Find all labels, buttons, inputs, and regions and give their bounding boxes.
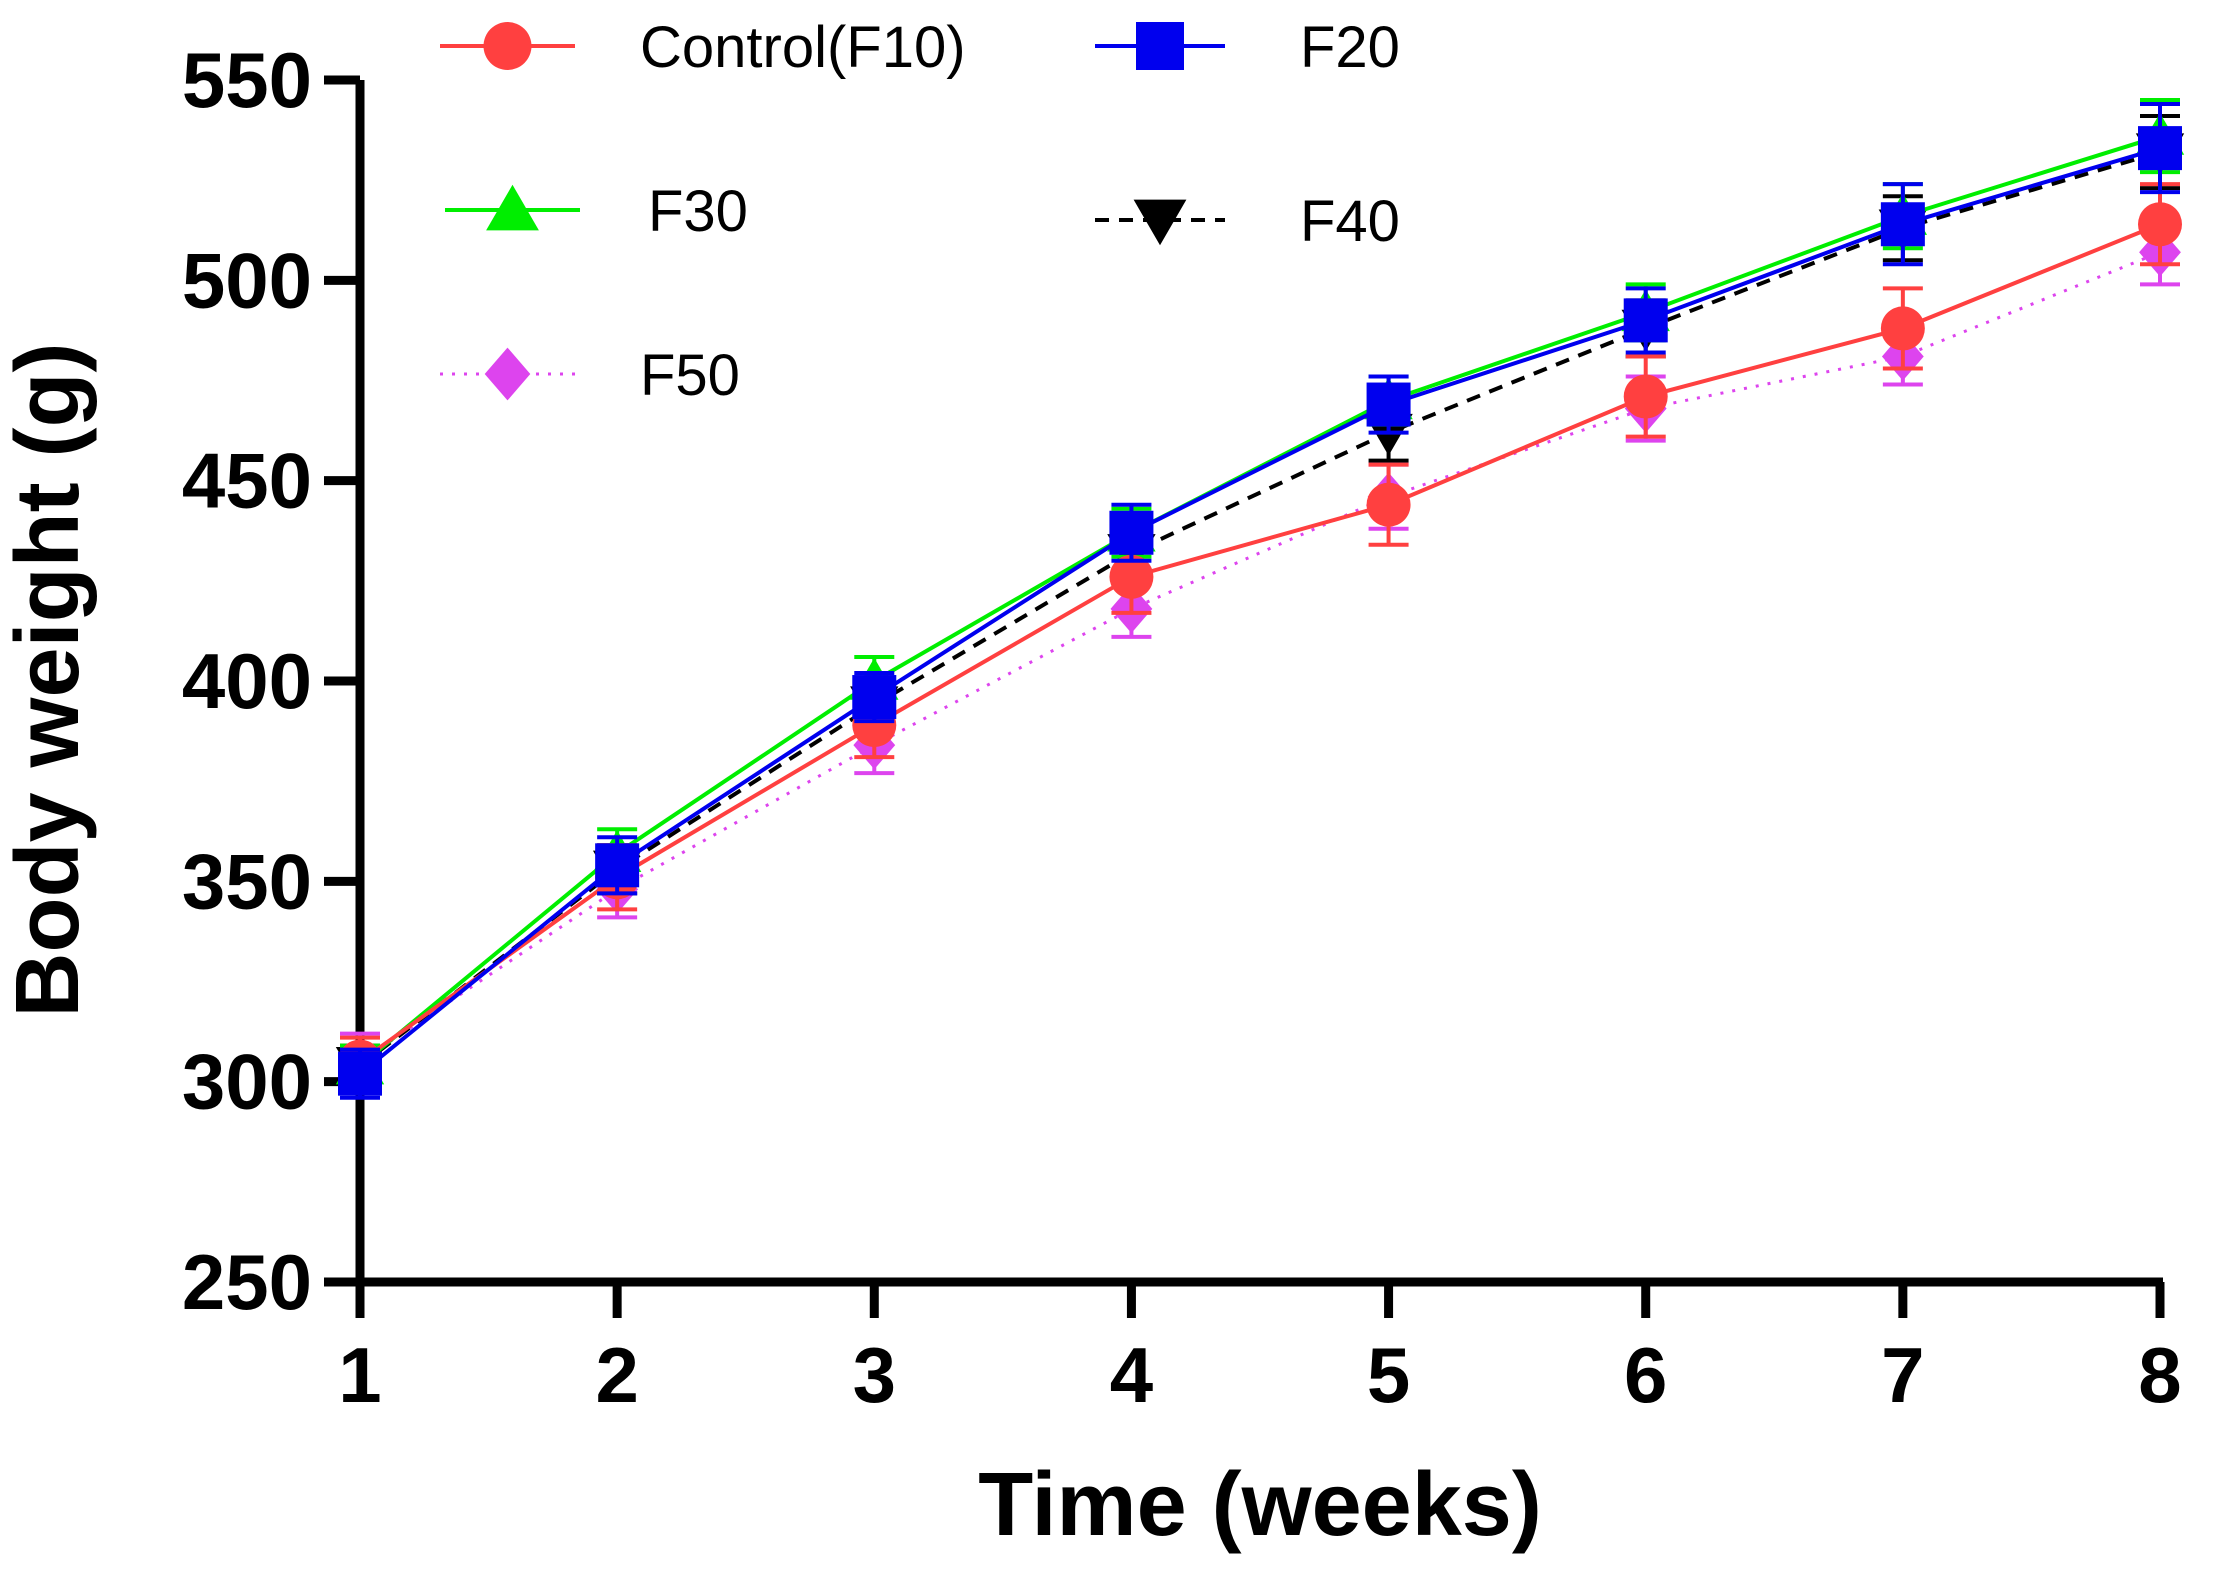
y-tick-label: 500 xyxy=(182,236,312,324)
series-group xyxy=(335,98,2185,1100)
y-tick-label: 300 xyxy=(182,1038,312,1126)
data-point xyxy=(1366,382,1411,427)
data-point xyxy=(1623,298,1668,343)
data-point xyxy=(1623,374,1668,419)
x-ticks: 1 2 3 4 5 6 7 8 xyxy=(338,1282,2182,1419)
y-tick-label: 350 xyxy=(182,837,312,925)
legend-item-f20: F20 xyxy=(1095,15,1400,80)
legend-marker xyxy=(486,184,539,231)
data-point xyxy=(2138,126,2182,171)
y-axis-title: Body weight (g) xyxy=(0,343,98,1018)
legend-marker xyxy=(483,22,532,70)
data-point xyxy=(1880,306,1925,351)
x-tick-label: 3 xyxy=(853,1331,896,1419)
legend-item-f50: F50 xyxy=(440,343,740,408)
legend-marker xyxy=(1136,22,1184,70)
y-tick-label: 450 xyxy=(182,437,312,525)
series-line xyxy=(358,134,2161,1068)
legend-marker xyxy=(1133,199,1187,246)
x-axis-title: Time (weeks) xyxy=(978,1455,1542,1555)
series-line xyxy=(358,146,2161,1076)
series-f20 xyxy=(338,102,2182,1100)
data-point xyxy=(1880,202,1925,247)
series-control-f10 xyxy=(338,182,2182,1088)
y-tick-label: 550 xyxy=(182,36,312,124)
legend-label: Control(F10) xyxy=(640,15,966,80)
legend-label: F30 xyxy=(648,179,748,244)
legend-item-control-f10: Control(F10) xyxy=(440,15,966,80)
legend-item-f40: F40 xyxy=(1095,189,1400,254)
data-point xyxy=(1109,510,1154,555)
series-f30 xyxy=(335,98,2185,1088)
data-point xyxy=(1109,554,1154,599)
x-tick-label: 4 xyxy=(1110,1331,1153,1419)
legend-marker xyxy=(484,347,531,401)
y-tick-label: 400 xyxy=(182,637,312,725)
series-line xyxy=(358,150,2161,1068)
data-point xyxy=(1366,482,1411,527)
y-tick-label: 250 xyxy=(182,1238,312,1326)
series-line xyxy=(358,222,2161,1064)
data-point xyxy=(852,675,897,720)
x-tick-label: 7 xyxy=(1881,1331,1924,1419)
x-tick-label: 6 xyxy=(1624,1331,1667,1419)
series-line xyxy=(359,250,2161,1063)
x-tick-label: 8 xyxy=(2138,1331,2181,1419)
series-f40 xyxy=(335,114,2185,1089)
x-tick-label: 2 xyxy=(595,1331,638,1419)
data-point xyxy=(595,843,640,888)
x-tick-label: 5 xyxy=(1367,1331,1410,1419)
legend-label: F50 xyxy=(640,343,740,408)
legend-label: F20 xyxy=(1300,15,1400,80)
data-point xyxy=(2138,202,2182,247)
legend: Control(F10) F20 F30 F40 F50 xyxy=(440,15,1400,408)
legend-item-f30: F30 xyxy=(445,179,748,244)
legend-label: F40 xyxy=(1300,189,1400,254)
x-tick-label: 1 xyxy=(338,1331,381,1419)
data-point xyxy=(338,1051,382,1096)
y-ticks: 250 300 350 400 450 500 550 xyxy=(182,36,360,1326)
